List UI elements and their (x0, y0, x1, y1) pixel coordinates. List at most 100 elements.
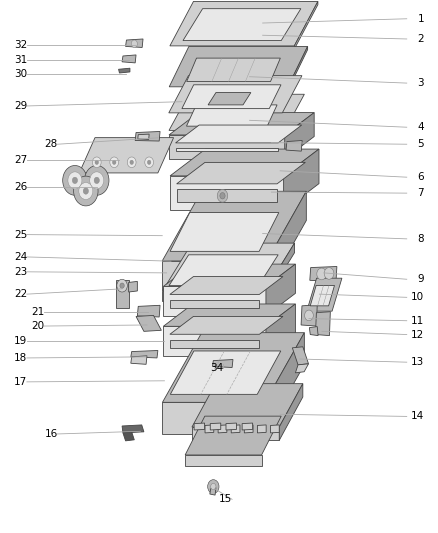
Polygon shape (176, 125, 302, 143)
Polygon shape (284, 149, 319, 211)
Polygon shape (191, 266, 239, 279)
Polygon shape (129, 281, 138, 292)
Polygon shape (163, 304, 295, 326)
Polygon shape (131, 351, 158, 358)
Polygon shape (182, 85, 281, 109)
Polygon shape (185, 416, 281, 455)
Circle shape (72, 177, 78, 183)
Polygon shape (187, 58, 280, 82)
Text: 23: 23 (14, 267, 27, 277)
Polygon shape (79, 138, 173, 173)
Polygon shape (283, 151, 296, 183)
Polygon shape (162, 402, 265, 434)
Polygon shape (170, 176, 284, 211)
Polygon shape (177, 189, 277, 203)
Circle shape (94, 177, 99, 183)
Circle shape (317, 268, 326, 280)
Polygon shape (163, 286, 266, 316)
Polygon shape (126, 39, 143, 47)
Text: 16: 16 (44, 429, 58, 439)
Text: 30: 30 (14, 69, 27, 79)
Polygon shape (285, 112, 314, 159)
Polygon shape (194, 423, 205, 430)
Circle shape (145, 157, 153, 167)
Circle shape (117, 279, 127, 292)
Polygon shape (242, 423, 253, 430)
Polygon shape (218, 425, 227, 433)
Polygon shape (169, 46, 307, 87)
Polygon shape (162, 261, 267, 290)
Text: 18: 18 (14, 353, 27, 363)
Circle shape (79, 182, 93, 199)
Polygon shape (138, 305, 160, 317)
Text: 19: 19 (14, 336, 27, 346)
Polygon shape (292, 347, 308, 365)
Circle shape (127, 157, 136, 167)
Circle shape (130, 160, 134, 165)
Polygon shape (169, 94, 304, 131)
Text: 22: 22 (14, 289, 27, 299)
Text: 11: 11 (411, 316, 424, 326)
Polygon shape (170, 149, 319, 176)
Polygon shape (116, 280, 129, 308)
Polygon shape (177, 163, 305, 184)
Text: 1: 1 (417, 14, 424, 24)
Polygon shape (192, 427, 279, 440)
Circle shape (113, 160, 116, 165)
Polygon shape (212, 360, 233, 368)
Polygon shape (210, 423, 221, 430)
Polygon shape (119, 68, 130, 73)
Text: 13: 13 (411, 357, 424, 367)
Text: 29: 29 (14, 101, 27, 111)
Polygon shape (309, 327, 318, 336)
Circle shape (74, 176, 98, 206)
Polygon shape (183, 9, 301, 41)
Text: 20: 20 (31, 321, 44, 331)
Text: 3: 3 (417, 78, 424, 88)
Polygon shape (169, 255, 278, 286)
Polygon shape (170, 2, 318, 46)
Polygon shape (170, 340, 259, 348)
Circle shape (83, 188, 88, 194)
Text: 31: 31 (14, 55, 27, 65)
Text: 9: 9 (417, 274, 424, 284)
Polygon shape (258, 425, 266, 433)
Circle shape (85, 165, 109, 195)
Polygon shape (163, 326, 266, 356)
Polygon shape (162, 243, 294, 291)
Polygon shape (205, 425, 214, 433)
Text: 14: 14 (411, 411, 424, 422)
Polygon shape (266, 304, 295, 356)
Text: 27: 27 (14, 155, 27, 165)
Polygon shape (310, 266, 337, 281)
Polygon shape (170, 317, 283, 334)
Polygon shape (271, 425, 279, 433)
Text: 21: 21 (31, 306, 45, 317)
Polygon shape (231, 425, 240, 433)
Polygon shape (138, 134, 149, 140)
Text: 28: 28 (44, 139, 58, 149)
Polygon shape (169, 112, 314, 135)
Polygon shape (267, 191, 306, 290)
Text: 10: 10 (411, 292, 424, 302)
Polygon shape (185, 455, 261, 466)
Polygon shape (169, 135, 285, 159)
Polygon shape (244, 425, 253, 433)
Polygon shape (310, 286, 335, 306)
Polygon shape (122, 425, 144, 433)
Polygon shape (163, 264, 295, 286)
Circle shape (208, 480, 219, 494)
Polygon shape (136, 316, 161, 332)
Circle shape (120, 283, 124, 288)
Text: 2: 2 (417, 34, 424, 44)
Polygon shape (266, 264, 295, 316)
Polygon shape (131, 356, 147, 365)
Polygon shape (169, 76, 302, 113)
Polygon shape (208, 93, 251, 105)
Polygon shape (162, 191, 306, 261)
Text: 12: 12 (411, 329, 424, 340)
Circle shape (68, 172, 82, 189)
Circle shape (131, 40, 138, 47)
Polygon shape (170, 300, 259, 308)
Text: 26: 26 (14, 182, 27, 192)
